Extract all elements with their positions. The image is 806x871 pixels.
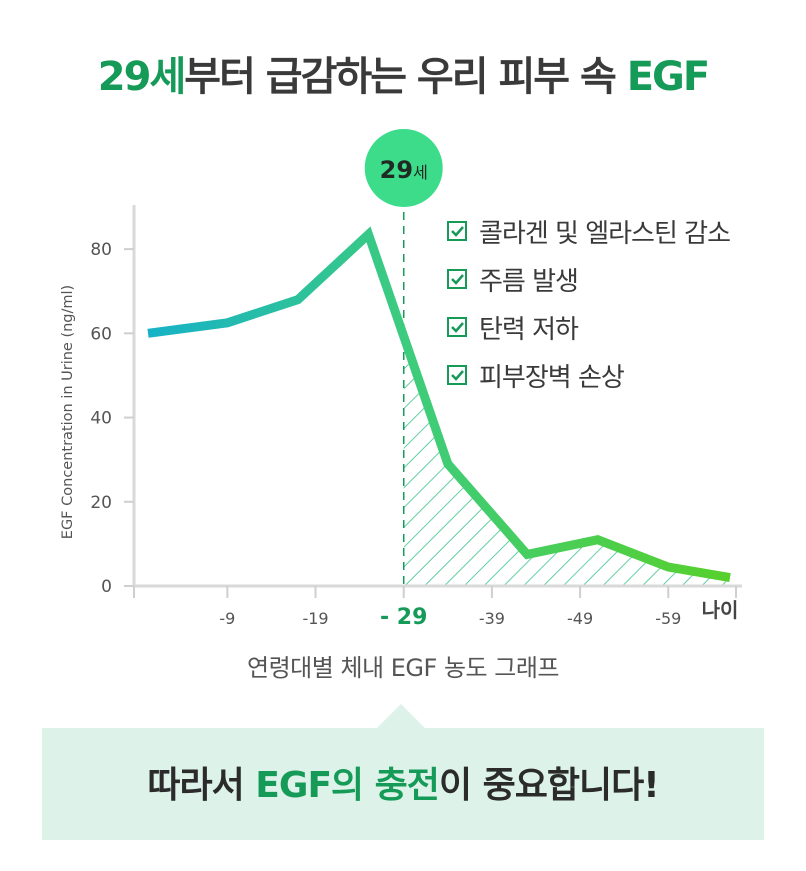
y-axis-label: EGF Concentration in Urine (ng/ml) xyxy=(60,285,76,539)
checkbox-check-icon xyxy=(447,221,467,241)
effect-label: 주름 발생 xyxy=(479,266,579,297)
x-tick-label: -9 xyxy=(219,609,235,628)
callout-pre: 따라서 xyxy=(147,765,256,806)
effect-label: 콜라겐 및 엘라스틴 감소 xyxy=(479,218,731,249)
callout-post: 이 중요합니다! xyxy=(438,765,660,806)
x-tick-label: -49 xyxy=(567,609,593,628)
y-tick-label: 40 xyxy=(90,409,112,429)
checkbox-check-icon xyxy=(447,269,467,289)
page-title: 29세부터 급감하는 우리 피부 속 EGF xyxy=(0,44,806,102)
chart-caption: 연령대별 체내 EGF 농도 그래프 xyxy=(247,654,559,682)
egf-line-chart: 0 20 40 60 80 EGF Concentration in Urine (ng/… xyxy=(60,129,742,630)
callout-pointer xyxy=(377,704,425,728)
age-marker-circle xyxy=(364,129,443,207)
effect-label: 탄력 저하 xyxy=(479,314,579,345)
title-egf: EGF xyxy=(626,54,710,100)
age-marker-label: 29세 xyxy=(380,156,428,184)
checkbox-check-icon xyxy=(447,317,467,337)
effect-item: 피부장벽 손상 xyxy=(447,358,730,393)
age-marker-number: 29 xyxy=(380,156,413,184)
x-tick-label: - 29 xyxy=(380,605,427,630)
effect-label: 피부장벽 손상 xyxy=(479,362,625,393)
age-marker-unit: 세 xyxy=(413,163,428,182)
x-tick-label: -39 xyxy=(479,609,505,628)
effect-item: 주름 발생 xyxy=(447,262,730,297)
decline-area xyxy=(403,336,730,586)
callout-egf: EGF의 충전 xyxy=(255,765,440,806)
x-axis-end-label: 나이 xyxy=(702,598,739,622)
callout-box xyxy=(42,728,764,840)
y-tick-label: 80 xyxy=(90,240,112,260)
effects-list: 콜라겐 및 엘라스틴 감소 주름 발생 탄력 저하 피부장벽 손상 xyxy=(447,214,731,406)
effect-item: 탄력 저하 xyxy=(447,310,730,345)
y-tick-label: 20 xyxy=(90,493,112,513)
x-tick-label: -59 xyxy=(655,609,681,628)
callout-text: 따라서 EGF의 충전이 중요합니다! xyxy=(42,756,764,808)
egf-series-line xyxy=(147,226,731,583)
effect-item: 콜라겐 및 엘라스틴 감소 xyxy=(447,214,731,249)
checkbox-check-icon xyxy=(447,365,467,385)
x-tick-label: -19 xyxy=(302,609,328,628)
y-tick-label: 60 xyxy=(90,324,112,344)
title-age: 29세 xyxy=(97,54,186,100)
title-middle: 부터 급감하는 우리 피부 속 xyxy=(184,54,627,100)
y-tick-label: 0 xyxy=(101,577,112,597)
